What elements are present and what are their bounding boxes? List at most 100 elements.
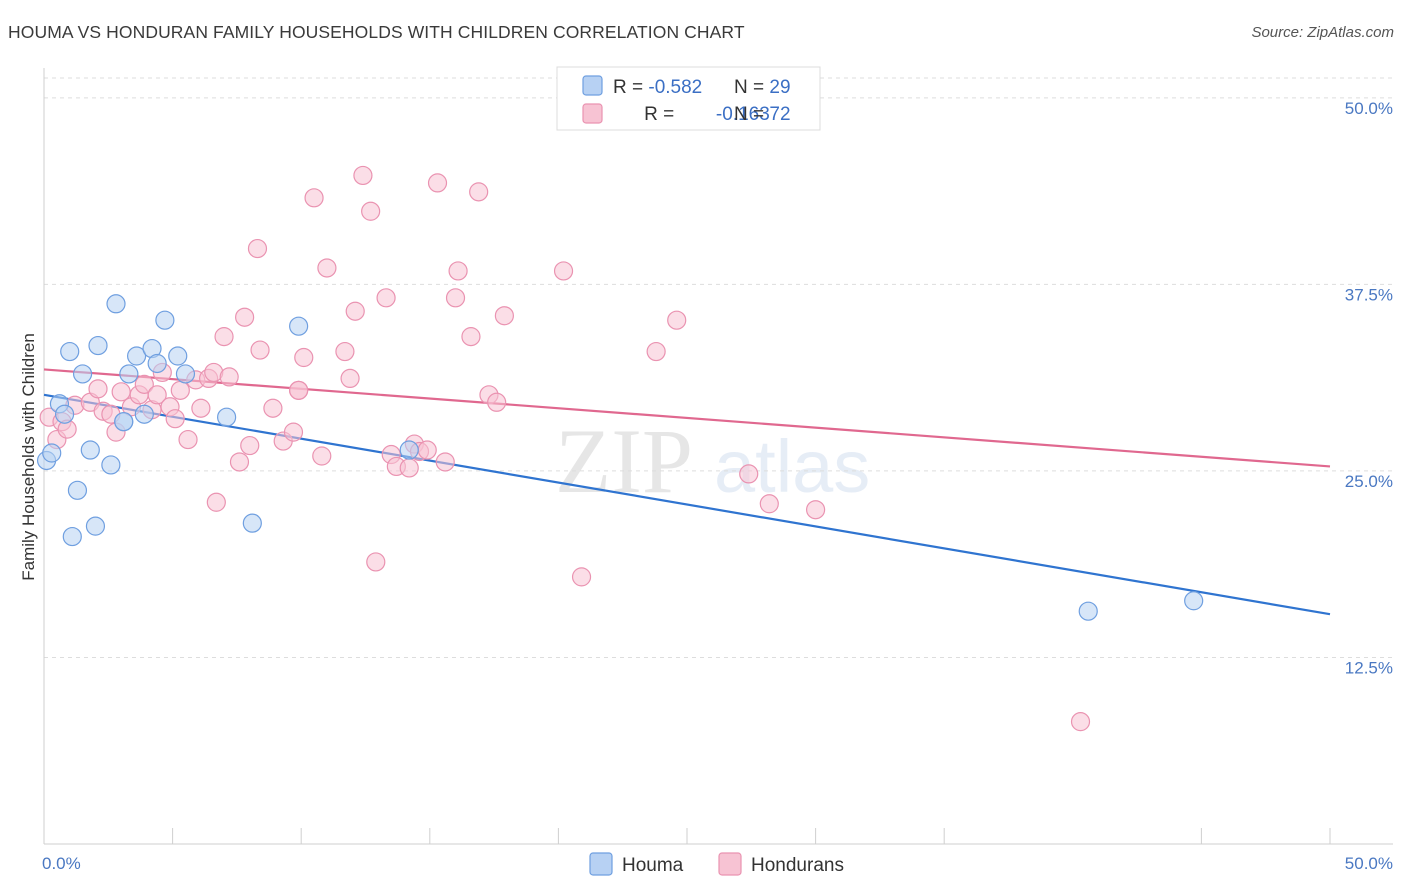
houma-point-15 bbox=[126, 346, 147, 366]
hondurans-point-41 bbox=[335, 341, 355, 362]
legend-label-houma: Houma bbox=[622, 855, 684, 876]
hondurans-point-42 bbox=[340, 368, 360, 388]
houma-trend-line bbox=[43, 393, 1331, 616]
y-tick-label-1: 25.0% bbox=[1345, 472, 1393, 491]
y-tick-labels: 12.5% 25.0% 37.5% 50.0% bbox=[1345, 99, 1393, 678]
legend-n-value: 29 bbox=[769, 77, 790, 98]
hondurans-point-65 bbox=[646, 341, 666, 362]
legend-r-value: -0.163 bbox=[711, 104, 770, 125]
legend-n-houma: N = 29 bbox=[734, 77, 791, 98]
y-tick-label-2: 37.5% bbox=[1345, 285, 1393, 304]
houma-point-7 bbox=[72, 364, 93, 384]
houma-point-11 bbox=[101, 455, 121, 475]
hondurans-point-13 bbox=[134, 374, 154, 394]
hondurans-point-47 bbox=[376, 288, 396, 308]
houma-point-21 bbox=[175, 364, 196, 384]
legend-r-label: R = bbox=[644, 104, 679, 125]
houma-point-22 bbox=[217, 407, 237, 427]
legend-swatch-houma bbox=[589, 852, 613, 876]
houma-point-8 bbox=[80, 440, 100, 460]
hondurans-point-25 bbox=[206, 492, 226, 512]
houma-point-26 bbox=[1078, 601, 1098, 621]
legend-row-hondurans: R = -0.163 bbox=[613, 104, 792, 125]
hondurans-point-69 bbox=[805, 500, 826, 520]
hondurans-point-59 bbox=[469, 182, 489, 202]
legend-top: R = -0.582 N = 29 R = -0.163 N = 72 bbox=[556, 66, 821, 131]
legend-swatch-hondurans bbox=[718, 852, 742, 876]
hondurans-point-55 bbox=[435, 452, 455, 472]
source-credit: Source: ZipAtlas.com bbox=[1251, 24, 1394, 41]
hondurans-point-38 bbox=[304, 188, 324, 208]
legend-n-label: N = bbox=[734, 104, 769, 125]
watermark-zip: ZIP bbox=[555, 410, 693, 512]
hondurans-point-43 bbox=[345, 301, 365, 321]
hondurans-point-6 bbox=[88, 379, 108, 399]
y-tick-label-0: 12.5% bbox=[1345, 658, 1393, 677]
hondurans-point-28 bbox=[229, 452, 250, 472]
legend-n-value: 72 bbox=[769, 104, 790, 125]
hondurans-point-58 bbox=[461, 327, 481, 347]
houma-point-3 bbox=[54, 404, 75, 424]
hondurans-point-66 bbox=[667, 310, 687, 330]
hondurans-point-22 bbox=[191, 398, 211, 418]
hondurans-point-40 bbox=[317, 258, 337, 278]
hondurans-point-39 bbox=[312, 446, 332, 466]
houma-point-25 bbox=[399, 440, 419, 460]
hondurans-point-30 bbox=[240, 435, 260, 456]
hondurans-point-27 bbox=[219, 367, 239, 387]
hondurans-point-20 bbox=[178, 429, 198, 450]
hondurans-point-45 bbox=[361, 201, 381, 221]
houma-point-18 bbox=[147, 353, 167, 374]
hondurans-point-57 bbox=[448, 261, 468, 281]
hondurans-point-67 bbox=[739, 464, 759, 484]
houma-point-24 bbox=[289, 316, 309, 336]
hondurans-point-54 bbox=[427, 173, 448, 193]
hondurans-point-56 bbox=[445, 288, 466, 308]
legend-swatch-houma bbox=[582, 75, 603, 96]
legend-swatch-hondurans bbox=[582, 103, 603, 124]
hondurans-point-31 bbox=[247, 238, 268, 259]
legend-row-houma: R = -0.582 bbox=[613, 77, 702, 98]
hondurans-point-29 bbox=[235, 307, 255, 327]
houma-point-19 bbox=[155, 310, 175, 330]
houma-point-4 bbox=[60, 341, 80, 362]
houma-points bbox=[36, 294, 1204, 621]
houma-point-23 bbox=[242, 513, 262, 533]
houma-point-12 bbox=[106, 294, 126, 314]
houma-point-9 bbox=[85, 516, 106, 536]
hondurans-point-71 bbox=[289, 380, 309, 400]
hondurans-point-32 bbox=[250, 340, 270, 360]
houma-point-16 bbox=[134, 404, 154, 424]
legend-n-label: N = bbox=[734, 77, 769, 98]
watermark-atlas: atlas bbox=[714, 425, 870, 508]
hondurans-point-18 bbox=[165, 409, 185, 429]
hondurans-point-19 bbox=[170, 380, 190, 400]
chart-title: HOUMA VS HONDURAN FAMILY HOUSEHOLDS WITH… bbox=[8, 22, 745, 42]
hondurans-point-53 bbox=[417, 440, 437, 460]
legend-bottom: Houma Hondurans bbox=[589, 852, 844, 876]
hondurans-point-50 bbox=[399, 458, 419, 478]
houma-point-1 bbox=[42, 443, 62, 463]
hondurans-trend-line bbox=[43, 368, 1331, 468]
houma-point-5 bbox=[62, 526, 82, 547]
houma-point-28 bbox=[114, 412, 134, 432]
legend-n-hondurans: N = 72 bbox=[734, 104, 791, 125]
houma-point-6 bbox=[67, 480, 88, 500]
x-tick-label-min: 0.0% bbox=[42, 854, 81, 873]
gridlines bbox=[44, 77, 1393, 658]
y-axis-label: Family Households with Children bbox=[19, 333, 38, 581]
houma-point-10 bbox=[88, 335, 108, 356]
hondurans-point-37 bbox=[294, 347, 314, 368]
hondurans-point-35 bbox=[283, 422, 304, 442]
houma-point-20 bbox=[168, 346, 188, 366]
hondurans-point-68 bbox=[759, 494, 779, 514]
watermark: ZIP atlas bbox=[555, 410, 870, 512]
hondurans-point-44 bbox=[353, 165, 373, 186]
hondurans-point-26 bbox=[214, 327, 234, 347]
hondurans-point-61 bbox=[487, 392, 507, 412]
x-tick-label-max: 50.0% bbox=[1345, 854, 1393, 873]
hondurans-point-46 bbox=[366, 552, 386, 572]
hondurans-point-33 bbox=[263, 398, 283, 418]
houma-point-14 bbox=[119, 364, 139, 384]
